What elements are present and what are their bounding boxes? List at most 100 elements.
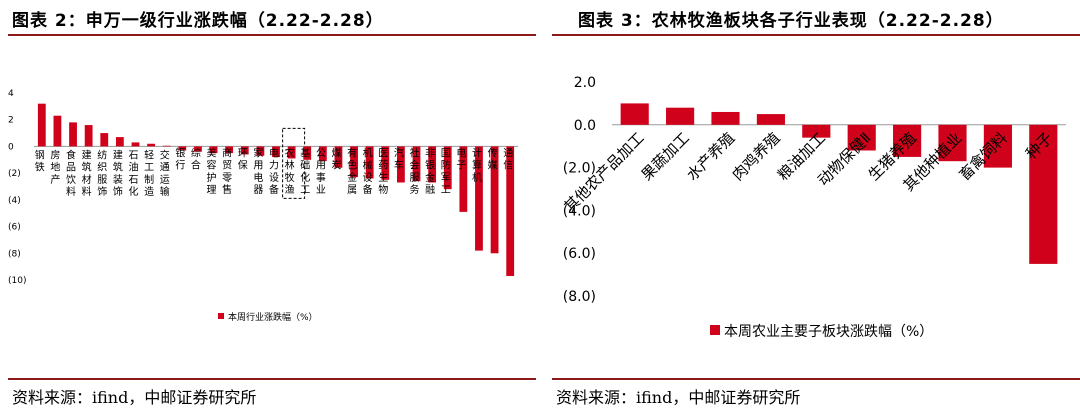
category-label-char: 机 — [363, 146, 373, 159]
category-label-char: 汽 — [394, 146, 404, 159]
category-label-char: 机 — [472, 171, 482, 184]
category-label-char: 金 — [347, 171, 357, 184]
category-label: 农林牧渔 — [285, 146, 295, 196]
bar — [240, 146, 249, 155]
bar — [209, 146, 218, 154]
category-label-char: 用 — [253, 161, 263, 172]
bar — [84, 125, 93, 147]
category-label-char: 有 — [347, 146, 357, 159]
category-label-char: 料 — [82, 185, 92, 198]
category-label-char: 药 — [378, 160, 388, 172]
bar — [365, 146, 374, 179]
y-tick-label: (6) — [8, 223, 21, 233]
category-label-char: 国 — [441, 147, 451, 159]
left-source-rule — [8, 378, 536, 380]
bar — [475, 146, 483, 251]
category-label-char: 交 — [160, 148, 170, 161]
category-label-char: 织 — [97, 162, 107, 174]
right-title-rule — [552, 34, 1080, 36]
bar — [37, 103, 46, 147]
category-label-char: 产 — [50, 173, 60, 186]
bar — [225, 146, 234, 154]
category-label-char: 银 — [175, 146, 185, 159]
category-label-char: 通 — [503, 147, 513, 159]
bar — [115, 137, 124, 147]
category-label-char: 信 — [503, 160, 513, 172]
category-label-char: 建 — [113, 148, 123, 161]
category-label-char: 饮 — [66, 173, 76, 186]
category-label: 肉鸡养殖 — [729, 129, 784, 184]
category-label-char: 融 — [425, 184, 435, 196]
left-chart-panel: 图表 2：申万一级行业涨跌幅（2.22-2.28） 4 2 0 (2) (4) (6) (8… — [0, 0, 536, 413]
category-label-char: 筑 — [82, 161, 92, 174]
category-label-char: 物 — [378, 183, 388, 196]
category-label-char: 建 — [82, 148, 92, 161]
category-label-char: 煤 — [331, 146, 341, 159]
y-tick-label: (2) — [8, 169, 21, 179]
bar — [1029, 124, 1058, 264]
y-tick-label: 0.0 — [574, 118, 596, 134]
category-label-char: 事 — [316, 171, 326, 184]
legend-swatch — [710, 325, 720, 335]
bar — [397, 146, 405, 183]
category-label-char: 服 — [97, 174, 107, 186]
category-label-char: 备 — [363, 183, 373, 196]
category-label: 计算机 — [472, 146, 482, 183]
bar — [69, 122, 77, 147]
bar — [303, 146, 312, 160]
right-chart-panel: 图表 3：农林牧渔板块各子行业表现（2.22-2.28） 2.0 0.0 (2.0)… — [544, 0, 1080, 413]
category-label-char: 色 — [347, 159, 357, 172]
category-label-char: 通 — [160, 162, 170, 174]
bar — [459, 146, 468, 212]
category-label-char: 钢 — [35, 148, 45, 161]
y-tick-label: 4 — [8, 89, 14, 99]
category-label-char: 理 — [207, 184, 217, 196]
category-label-char: 轻 — [144, 148, 154, 161]
left-bar-chart: 420(2)(4)(6)(8)(10)钢铁房地产食品饮料建筑材料纺织服饰建筑装饰… — [8, 89, 518, 323]
bar — [147, 143, 155, 147]
category-label-char: 石 — [128, 175, 138, 186]
category-label-char: 农 — [285, 146, 295, 159]
category-label: 房地产 — [50, 148, 60, 185]
bar — [100, 133, 109, 147]
category-label-char: 房 — [50, 148, 60, 161]
category-label-char: 合 — [191, 159, 201, 172]
y-tick-label: (4.0) — [563, 203, 596, 219]
y-tick-label: (4) — [8, 196, 21, 206]
category-label-char: 工 — [300, 185, 310, 196]
right-bar-chart: 2.00.0(2.0)(4.0)(6.0)(8.0)其他农产品加工果蔬加工水产养… — [561, 75, 1066, 340]
bar — [53, 115, 62, 147]
bar — [412, 146, 421, 182]
category-label-char: 铁 — [35, 161, 45, 174]
y-tick-label: (10) — [8, 276, 26, 286]
category-label: 综合 — [191, 146, 201, 171]
y-tick-label: (2.0) — [563, 161, 596, 177]
right-source-rule — [552, 378, 1080, 380]
category-label-char: 力 — [269, 159, 279, 172]
category-label: 电子 — [456, 146, 466, 171]
category-label-char: 商 — [222, 146, 232, 159]
category-label-char: 容 — [207, 159, 217, 172]
bar — [381, 146, 390, 180]
category-label: 通信 — [503, 147, 513, 171]
category-label-char: 美 — [207, 146, 217, 159]
bar — [350, 146, 358, 178]
category-label-char: 子 — [456, 160, 466, 172]
bar — [131, 142, 140, 147]
category-label-char: 器 — [253, 184, 263, 196]
bar — [178, 146, 187, 151]
category-label-char: 服 — [410, 172, 420, 184]
right-chart-title: 图表 3：农林牧渔板块各子行业表现（2.22-2.28） — [578, 11, 1004, 31]
bar — [983, 124, 1012, 168]
